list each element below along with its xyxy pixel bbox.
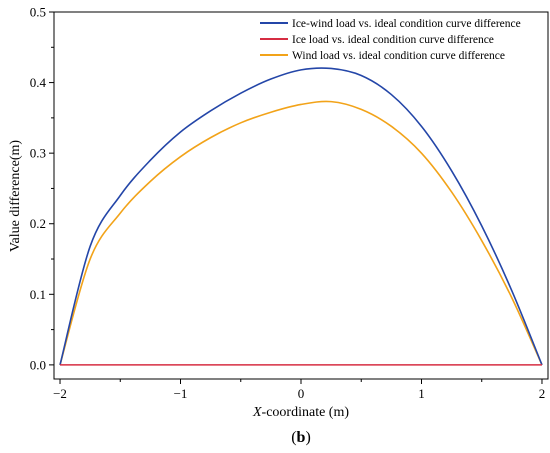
panel-label-close: ) bbox=[305, 429, 310, 446]
panel-label-letter: b bbox=[297, 429, 306, 446]
plot-frame bbox=[53, 11, 549, 380]
x-tick-label: 0 bbox=[298, 386, 305, 401]
x-tick-label: 1 bbox=[418, 386, 425, 401]
y-tick-label: 0.4 bbox=[30, 75, 47, 90]
x-axis-title-rest: -coordinate (m) bbox=[262, 405, 350, 420]
y-tick-label: 0.2 bbox=[30, 216, 46, 231]
legend-label-ice-wind: Ice-wind load vs. ideal condition curve … bbox=[292, 18, 521, 30]
y-tick-label: 0.1 bbox=[30, 287, 46, 302]
x-axis-title: X-coordinate (m) bbox=[252, 405, 349, 420]
axis-ticks: −2 −1 0 1 2 0.0 0.1 0.2 0.3 0.4 0.5 bbox=[30, 5, 545, 402]
x-tick-label: −1 bbox=[174, 386, 188, 401]
x-tick-label: −2 bbox=[53, 386, 67, 401]
panel-label-open: ( bbox=[291, 429, 296, 446]
x-tick-label: 2 bbox=[539, 386, 546, 401]
y-tick-label: 0.5 bbox=[30, 5, 46, 20]
legend-entry-3: Wind load vs. ideal condition curve diff… bbox=[260, 50, 505, 62]
legend-label-ice: Ice load vs. ideal condition curve diffe… bbox=[292, 34, 494, 46]
legend-label-wind: Wind load vs. ideal condition curve diff… bbox=[292, 50, 505, 62]
y-tick-label: 0.3 bbox=[30, 146, 46, 161]
legend-entry-2: Ice load vs. ideal condition curve diffe… bbox=[260, 34, 494, 46]
y-tick-label: 0.0 bbox=[30, 357, 46, 372]
y-axis-title: Value difference(m) bbox=[8, 140, 23, 252]
panel-label: (b) bbox=[291, 429, 311, 446]
series-layer bbox=[59, 67, 543, 366]
x-axis-title-italic: X bbox=[252, 405, 262, 420]
series-ice-wind-line bbox=[59, 67, 543, 366]
series-wind-line bbox=[59, 100, 543, 366]
legend-entry-1: Ice-wind load vs. ideal condition curve … bbox=[260, 18, 521, 30]
legend: Ice-wind load vs. ideal condition curve … bbox=[260, 18, 521, 62]
